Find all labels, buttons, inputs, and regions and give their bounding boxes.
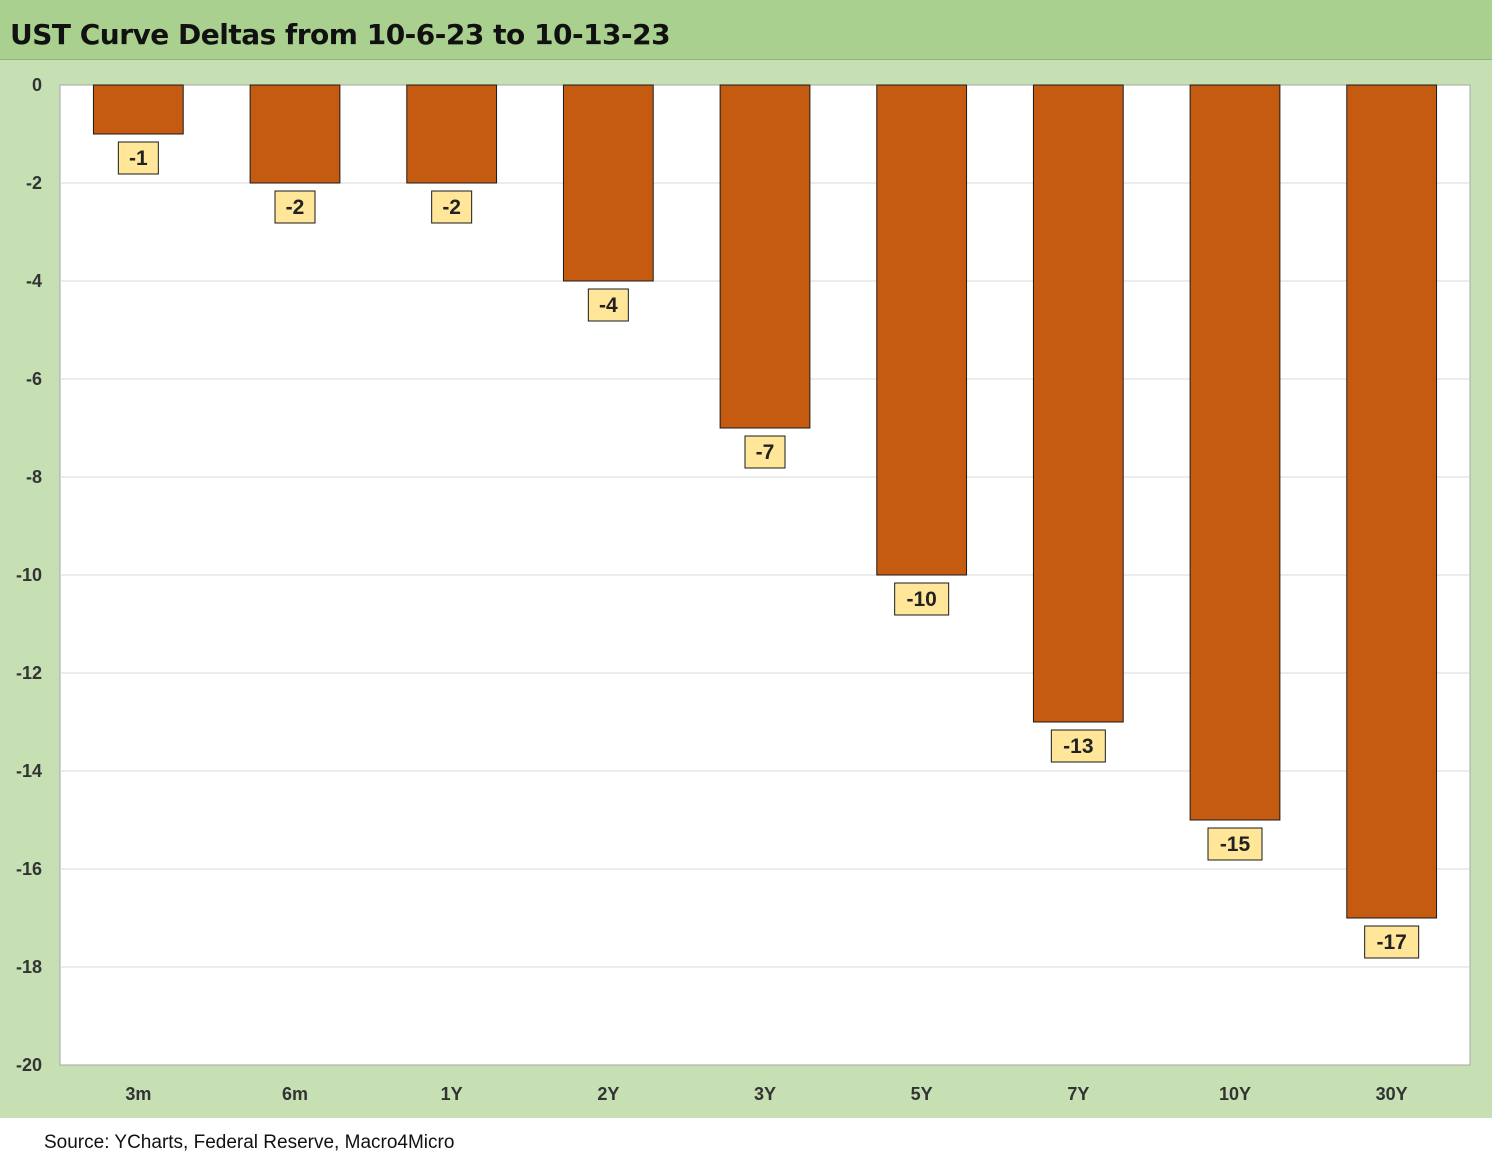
data-label-value: -4 bbox=[599, 294, 618, 317]
y-tick-label: -10 bbox=[16, 565, 42, 585]
bar-5y bbox=[876, 84, 968, 576]
y-tick-label: 0 bbox=[32, 75, 42, 95]
y-tick-label: -12 bbox=[16, 663, 42, 683]
data-label-3y: -7 bbox=[744, 435, 786, 469]
bars bbox=[92, 84, 1438, 919]
data-label-6m: -2 bbox=[274, 190, 316, 224]
x-tick-label: 5Y bbox=[911, 1084, 933, 1104]
x-tick-label: 3m bbox=[125, 1084, 151, 1104]
x-tick-label: 10Y bbox=[1219, 1084, 1251, 1104]
x-axis: 3m 6m 1Y 2Y 3Y 5Y 7Y 10Y 30Y bbox=[125, 1084, 1407, 1104]
data-label-box bbox=[117, 141, 159, 175]
x-tick-label: 1Y bbox=[441, 1084, 463, 1104]
x-tick-label: 3Y bbox=[754, 1084, 776, 1104]
bar-chart: -1 -2 -2 -4 -7 -10 -13 -15 -17 0 -2 -4 -6 -8 -10 -12 -1… bbox=[16, 75, 1471, 1104]
data-label-value: -15 bbox=[1220, 833, 1251, 856]
source-footer: Source: YCharts, Federal Reserve, Macro4… bbox=[0, 1118, 1492, 1166]
data-label-value: -13 bbox=[1063, 735, 1093, 758]
data-label-30y: -17 bbox=[1364, 925, 1420, 959]
data-label-box bbox=[1050, 729, 1106, 763]
chart-area: -1 -2 -2 -4 -7 -10 -13 -15 -17 0 -2 -4 -6 -8 -10 -12 -1… bbox=[0, 60, 1492, 1118]
chart-title-bar: UST Curve Deltas from 10-6-23 to 10-13-2… bbox=[0, 0, 1492, 60]
y-tick-label: -8 bbox=[26, 467, 42, 487]
bar-10y bbox=[1189, 84, 1281, 821]
data-label-box bbox=[1364, 925, 1420, 959]
data-label-box bbox=[587, 288, 629, 322]
data-label-box bbox=[744, 435, 786, 469]
y-tick-label: -4 bbox=[26, 271, 42, 291]
data-label-box bbox=[274, 190, 316, 224]
data-label-5y: -10 bbox=[894, 582, 950, 616]
y-tick-label: -6 bbox=[26, 369, 42, 389]
y-tick-label: -2 bbox=[26, 173, 42, 193]
data-label-value: -10 bbox=[906, 588, 936, 611]
x-tick-label: 6m bbox=[282, 1084, 308, 1104]
data-labels: -1 -2 -2 -4 -7 -10 -13 -15 -17 bbox=[117, 141, 1420, 959]
data-label-1y: -2 bbox=[431, 190, 473, 224]
x-tick-label: 2Y bbox=[597, 1084, 619, 1104]
data-label-value: -17 bbox=[1376, 931, 1406, 954]
data-label-box bbox=[1207, 827, 1263, 861]
source-note: Source: YCharts, Federal Reserve, Macro4… bbox=[44, 1132, 455, 1153]
data-label-box bbox=[431, 190, 473, 224]
data-label-box bbox=[894, 582, 950, 616]
y-axis: 0 -2 -4 -6 -8 -10 -12 -14 -16 -18 -20 bbox=[16, 75, 42, 1075]
y-tick-label: -16 bbox=[16, 859, 42, 879]
chart-title: UST Curve Deltas from 10-6-23 to 10-13-2… bbox=[10, 18, 671, 51]
x-tick-label: 7Y bbox=[1067, 1084, 1089, 1104]
bar-7y bbox=[1032, 84, 1124, 723]
data-label-value: -7 bbox=[756, 441, 775, 464]
data-label-7y: -13 bbox=[1050, 729, 1106, 763]
data-label-10y: -15 bbox=[1207, 827, 1263, 861]
y-tick-label: -14 bbox=[16, 761, 42, 781]
y-tick-label: -18 bbox=[16, 957, 42, 977]
data-label-value: -2 bbox=[286, 196, 305, 219]
y-tick-label: -20 bbox=[16, 1055, 42, 1075]
x-tick-label: 30Y bbox=[1376, 1084, 1408, 1104]
bar-6m bbox=[249, 84, 341, 184]
bar-2y bbox=[562, 84, 654, 282]
data-label-value: -2 bbox=[442, 196, 461, 219]
data-label-3m: -1 bbox=[117, 141, 159, 175]
bar-30y bbox=[1346, 84, 1438, 919]
bar-3y bbox=[719, 84, 811, 429]
bar-3m bbox=[92, 84, 184, 135]
data-label-2y: -4 bbox=[587, 288, 629, 322]
data-label-value: -1 bbox=[129, 147, 148, 170]
bar-1y bbox=[406, 84, 498, 184]
